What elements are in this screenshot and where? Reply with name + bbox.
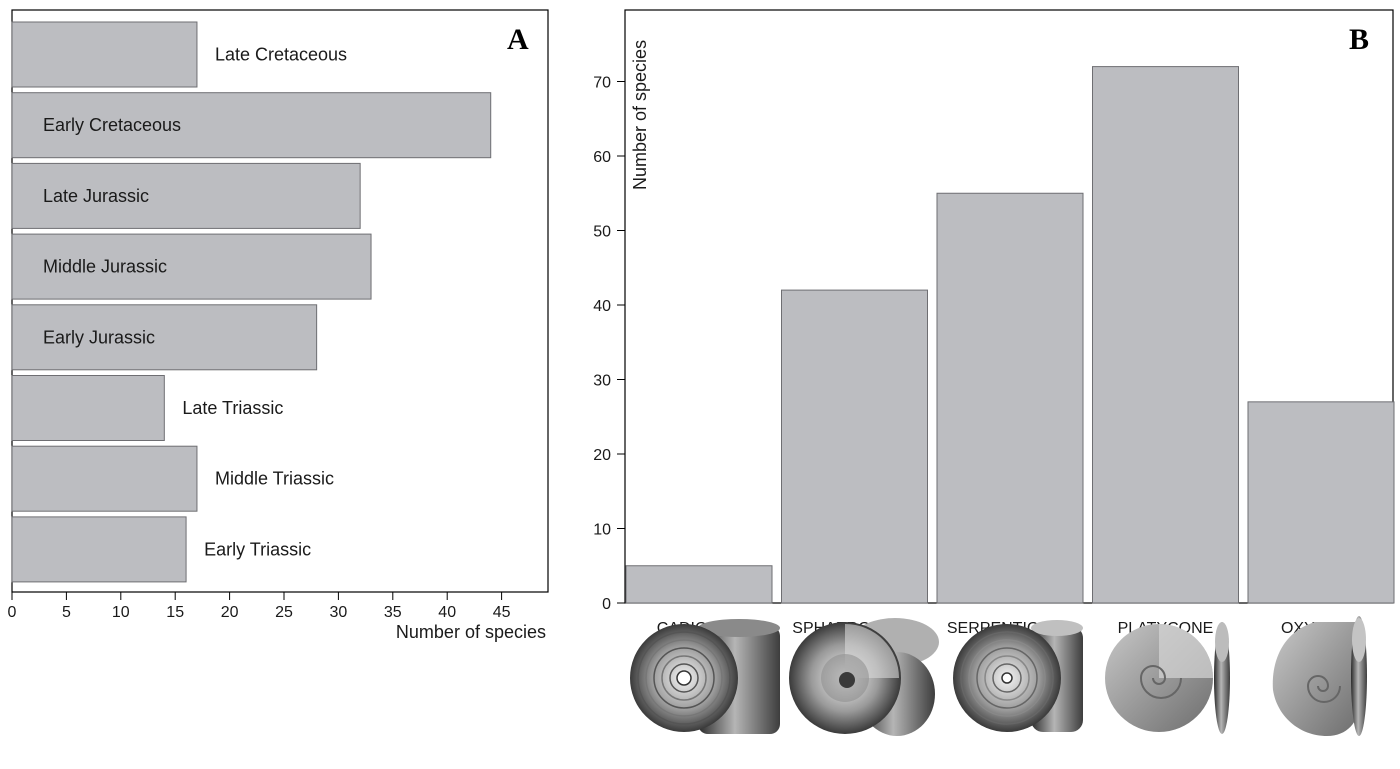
shell-illustrations [630, 616, 1367, 736]
bar-oxycone [1247, 401, 1395, 604]
bar-early-cretaceous [11, 92, 492, 159]
y-tick-label: 30 [593, 373, 611, 390]
bar-late-cretaceous [11, 21, 198, 88]
panel-a-x-axis: 0 5 10 15 20 25 30 35 40 45 [8, 592, 511, 621]
y-tick-label: 70 [593, 75, 611, 92]
x-tick-label: 10 [112, 604, 130, 621]
x-tick-label: 45 [493, 604, 511, 621]
panel-b-y-axis-title: Number of species [630, 40, 650, 190]
bar-late-jurassic [11, 162, 361, 229]
y-tick-label: 40 [593, 298, 611, 315]
bar-sphaerocone [781, 289, 928, 604]
bar-label-late-jurassic: Late Jurassic [43, 186, 149, 206]
y-tick-label: 60 [593, 149, 611, 166]
sphaerocone-shell-icon [789, 618, 939, 736]
bar-serpenticone [936, 192, 1084, 604]
bar-label-middle-jurassic: Middle Jurassic [43, 257, 167, 277]
x-tick-label: 30 [330, 604, 348, 621]
bar-platycone [1092, 66, 1239, 604]
bar-label-middle-triassic: Middle Triassic [215, 469, 334, 489]
bar-label-early-cretaceous: Early Cretaceous [43, 115, 181, 135]
panel-a-frame [11, 9, 549, 593]
panel-b-letter: B [1349, 23, 1369, 56]
bar-label-late-triassic: Late Triassic [182, 398, 283, 418]
panel-a-bars: Late Cretaceous Early Cretaceous Late Jura… [11, 21, 492, 583]
oxycone-shell-icon [1272, 616, 1367, 736]
bar-middle-triassic [11, 445, 198, 512]
x-tick-label: 20 [221, 604, 239, 621]
y-tick-label: 10 [593, 522, 611, 539]
panel-a-x-axis-title: Number of species [396, 622, 546, 642]
bar-cadicone [625, 565, 773, 604]
platycone-shell-icon [1105, 622, 1230, 734]
x-tick-label: 25 [275, 604, 293, 621]
panel-a-letter: A [507, 23, 529, 56]
bar-late-triassic [11, 375, 165, 441]
bar-label-early-jurassic: Early Jurassic [43, 327, 155, 347]
bar-early-triassic [11, 516, 187, 583]
panel-a-chart: A Late Cretaceous Early Cretaceous Late Ju… [8, 9, 549, 642]
bar-middle-jurassic [11, 233, 372, 300]
bar-early-jurassic [11, 304, 318, 371]
cadicone-shell-icon [630, 619, 780, 734]
x-tick-label: 40 [438, 604, 456, 621]
x-tick-label: 15 [166, 604, 184, 621]
bar-label-early-triassic: Early Triassic [204, 539, 311, 559]
panel-b-y-axis: 0 10 20 30 40 50 60 70 [593, 75, 625, 613]
y-tick-label: 20 [593, 447, 611, 464]
x-tick-label: 0 [8, 604, 17, 621]
y-tick-label: 50 [593, 224, 611, 241]
serpenticone-shell-icon [953, 620, 1083, 732]
x-tick-label: 35 [384, 604, 402, 621]
x-tick-label: 5 [62, 604, 71, 621]
panel-b-bars [625, 66, 1395, 604]
bar-label-late-cretaceous: Late Cretaceous [215, 45, 347, 65]
y-tick-label: 0 [602, 596, 611, 613]
